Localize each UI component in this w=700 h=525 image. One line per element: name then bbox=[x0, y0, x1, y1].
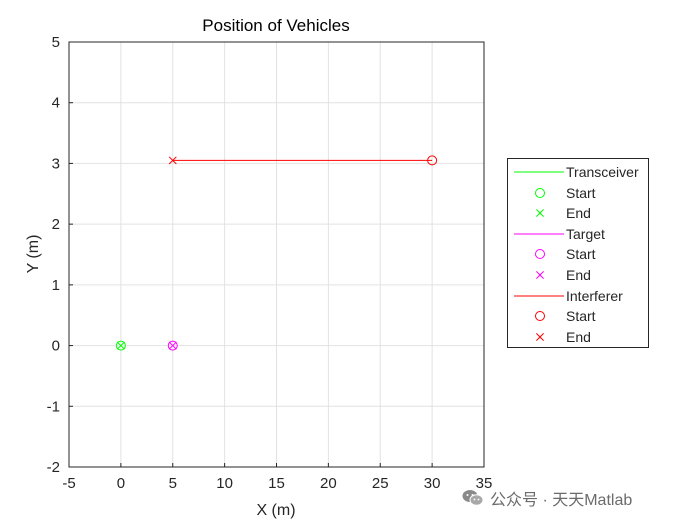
legend-cross-symbol bbox=[536, 209, 544, 218]
legend-item-transceiver-start: Start bbox=[508, 183, 648, 203]
legend-item-interferer-symbol bbox=[514, 295, 564, 297]
legend-item-target-end-label: End bbox=[566, 267, 591, 283]
interferer-start-marker bbox=[427, 155, 438, 166]
legend-item-target: Target bbox=[508, 224, 648, 244]
cross-stroke bbox=[168, 341, 177, 350]
x-axis-label: X (m) bbox=[256, 502, 295, 519]
legend-item-interferer-start-label: Start bbox=[566, 308, 596, 325]
legend-item-interferer: Interferer bbox=[508, 286, 648, 306]
chart-title: Position of Vehicles bbox=[202, 16, 349, 35]
y-tick-label: 1 bbox=[52, 277, 60, 294]
legend-item-interferer-end-symbol bbox=[536, 332, 544, 341]
x-tick-label: 0 bbox=[117, 475, 125, 492]
legend-item-target-label: Target bbox=[566, 225, 605, 242]
y-tick-label: -2 bbox=[47, 459, 60, 476]
cross-stroke bbox=[536, 209, 544, 218]
target-start-marker bbox=[167, 340, 178, 351]
y-axis-label: Y (m) bbox=[25, 235, 42, 274]
legend-cross-symbol bbox=[536, 271, 544, 279]
legend-item-target-end: End bbox=[508, 265, 648, 285]
watermark: 公众号 · 天天Matlab bbox=[462, 486, 632, 510]
x-tick-label: 15 bbox=[268, 475, 285, 492]
cross-stroke bbox=[168, 156, 177, 165]
y-tick-label: 4 bbox=[52, 95, 60, 112]
legend-item-transceiver-end: End bbox=[508, 203, 648, 223]
x-tick-label: 5 bbox=[169, 475, 177, 492]
legend-item-interferer-end-label: End bbox=[566, 328, 591, 345]
legend-item-interferer-end: End bbox=[508, 327, 648, 347]
transceiver-start-marker bbox=[115, 340, 126, 351]
cross-stroke bbox=[116, 341, 125, 350]
y-tick-label: 0 bbox=[52, 338, 60, 355]
x-tick-label: 35 bbox=[476, 475, 493, 492]
watermark-text: 公众号 · 天天Matlab bbox=[490, 492, 633, 509]
x-tick-label: 25 bbox=[372, 475, 389, 492]
cross-stroke bbox=[536, 332, 544, 341]
legend-item-target-symbol bbox=[514, 233, 564, 235]
legend-item-interferer-label: Interferer bbox=[566, 287, 623, 304]
legend-item-target-start-symbol bbox=[535, 249, 545, 260]
legend-item-target-end-symbol bbox=[536, 271, 544, 279]
target-end-marker bbox=[168, 341, 177, 350]
legend-item-transceiver-symbol bbox=[514, 171, 564, 173]
legend-item-target-start-label: Start bbox=[566, 246, 596, 263]
legend-item-target-start: Start bbox=[508, 244, 648, 264]
cross-stroke bbox=[536, 271, 544, 279]
interferer-end-marker bbox=[168, 156, 177, 165]
data-marks bbox=[115, 155, 438, 351]
legend-item-transceiver-start-label: Start bbox=[566, 184, 596, 201]
wechat-icon bbox=[462, 490, 484, 506]
legend-item-transceiver-end-label: End bbox=[566, 205, 591, 222]
axis-ticks: -5 0 5 10 15 20 25 30 35 -2 -1 0 1 2 3 4 5 bbox=[47, 34, 493, 492]
y-tick-label: 2 bbox=[52, 216, 60, 233]
legend-item-transceiver-start-symbol bbox=[535, 187, 545, 198]
legend: Transceiver Start End Target Start End Interfe… bbox=[507, 158, 649, 348]
y-tick-label: -1 bbox=[47, 398, 60, 415]
legend-circle-symbol bbox=[535, 187, 545, 198]
y-tick-label: 3 bbox=[52, 155, 60, 172]
legend-circle-symbol bbox=[535, 311, 545, 322]
legend-cross-symbol bbox=[536, 332, 544, 341]
legend-item-interferer-start: Start bbox=[508, 306, 648, 326]
x-tick-label: -5 bbox=[62, 475, 75, 492]
x-tick-label: 10 bbox=[216, 475, 233, 492]
y-tick-label: 5 bbox=[52, 34, 60, 51]
transceiver-end-marker bbox=[116, 341, 125, 350]
legend-item-transceiver-end-symbol bbox=[536, 209, 544, 218]
legend-circle-symbol bbox=[535, 249, 545, 260]
x-tick-label: 20 bbox=[320, 475, 337, 492]
x-tick-label: 30 bbox=[424, 475, 441, 492]
legend-item-interferer-start-symbol bbox=[535, 311, 545, 322]
legend-item-transceiver-label: Transceiver bbox=[566, 164, 639, 180]
legend-item-transceiver: Transceiver bbox=[508, 162, 648, 182]
